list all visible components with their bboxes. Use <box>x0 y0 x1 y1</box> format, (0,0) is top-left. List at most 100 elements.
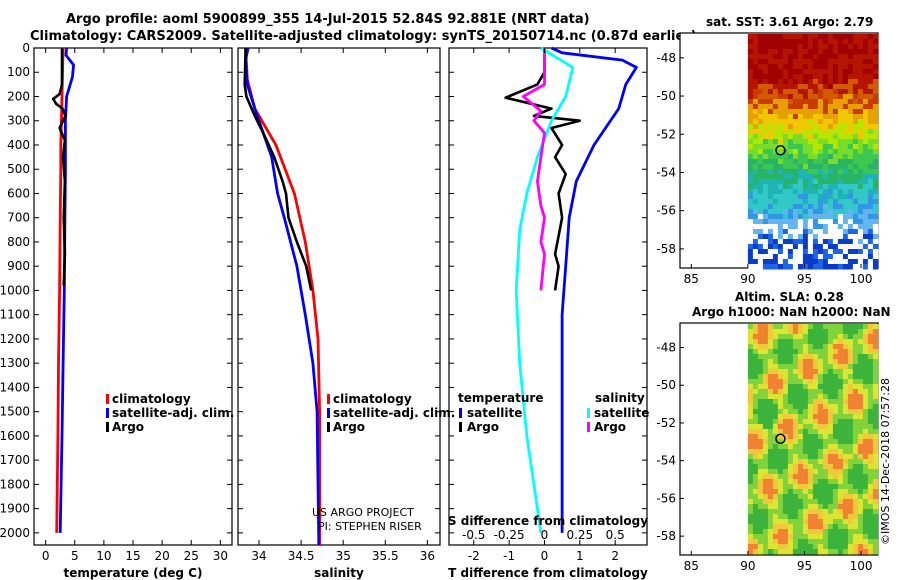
map-cell <box>867 109 874 115</box>
map-cell <box>787 454 794 460</box>
map-cell <box>757 324 764 330</box>
map-cell <box>807 524 814 530</box>
map-cell <box>777 384 784 390</box>
map-cell <box>832 139 839 145</box>
map-cell <box>822 59 829 65</box>
map-cell <box>777 189 784 195</box>
map-cell <box>817 129 824 135</box>
map-cell <box>872 149 879 155</box>
map-cell <box>797 544 804 550</box>
map-cell <box>807 99 814 105</box>
map-cell <box>847 534 854 540</box>
map-cell <box>862 159 869 165</box>
map-cell <box>757 529 764 535</box>
map-cell <box>847 204 854 210</box>
map-cell <box>852 519 859 525</box>
map-cell <box>867 369 874 375</box>
map-cell <box>802 504 809 510</box>
map-cell <box>857 44 864 50</box>
map-cell <box>857 459 864 465</box>
map-cell <box>817 549 824 555</box>
map-cell <box>787 394 794 400</box>
map-cell <box>782 89 789 95</box>
map-cell <box>837 444 844 450</box>
map-cell <box>822 409 829 415</box>
map-cell <box>797 359 804 365</box>
map-cell <box>837 44 844 50</box>
map-cell <box>772 79 779 85</box>
map-cell <box>862 379 869 385</box>
map-cell <box>767 214 774 220</box>
y-tick-label: 900 <box>7 259 30 273</box>
map-cell <box>842 339 849 345</box>
map-cell <box>842 349 849 355</box>
map-cell <box>752 454 759 460</box>
map-cell <box>867 254 874 260</box>
map-cell <box>822 494 829 500</box>
map-cell <box>762 199 769 205</box>
map-cell <box>857 124 864 130</box>
map-cell <box>762 429 769 435</box>
map-cell <box>782 109 789 115</box>
map-cell <box>852 54 859 60</box>
map-cell <box>817 394 824 400</box>
map-cell <box>767 194 774 200</box>
map-cell <box>772 134 779 140</box>
map-y-tick-label: -48 <box>656 51 676 65</box>
series-satellite-adj-clim- <box>244 47 321 546</box>
map-cell <box>757 444 764 450</box>
map-cell <box>817 384 824 390</box>
map-cell <box>852 224 859 230</box>
map-cell <box>857 469 864 475</box>
map-cell <box>822 214 829 220</box>
map-cell <box>822 154 829 160</box>
map-cell <box>777 439 784 445</box>
map-cell <box>752 484 759 490</box>
map-cell <box>797 369 804 375</box>
map-cell <box>782 184 789 190</box>
map-cell <box>847 189 854 195</box>
map-cell <box>827 224 834 230</box>
map-cell <box>822 129 829 135</box>
map-cell <box>847 444 854 450</box>
map-cell <box>772 249 779 255</box>
map-cell <box>812 49 819 55</box>
map-cell <box>792 469 799 475</box>
map-cell <box>857 94 864 100</box>
map-cell <box>802 249 809 255</box>
map-cell <box>832 64 839 70</box>
map-cell <box>852 444 859 450</box>
map-cell <box>807 509 814 515</box>
map-cell <box>777 489 784 495</box>
map-cell <box>857 424 864 430</box>
map-cell <box>857 404 864 410</box>
map-cell <box>792 529 799 535</box>
map-cell <box>762 234 769 240</box>
map-cell <box>817 464 824 470</box>
map-cell <box>852 429 859 435</box>
map-cell <box>867 104 874 110</box>
map-cell <box>762 514 769 520</box>
map-cell <box>822 529 829 535</box>
map-cell <box>772 454 779 460</box>
map-cell <box>827 89 834 95</box>
map-cell <box>762 164 769 170</box>
map-cell <box>822 194 829 200</box>
map-cell <box>847 359 854 365</box>
map-cell <box>787 439 794 445</box>
map-cell <box>747 369 754 375</box>
map-cell <box>872 134 879 140</box>
map-cell <box>762 324 769 330</box>
map-cell <box>792 154 799 160</box>
map-cell <box>837 539 844 545</box>
map-cell <box>862 419 869 425</box>
x-tick-label: 10 <box>96 549 111 563</box>
map-cell <box>837 499 844 505</box>
map-cell <box>847 49 854 55</box>
map-cell <box>842 109 849 115</box>
credit-pi: PI: STEPHEN RISER <box>318 520 422 533</box>
map-cell <box>747 519 754 525</box>
map-cell <box>862 109 869 115</box>
map-cell <box>767 414 774 420</box>
map-cell <box>862 329 869 335</box>
